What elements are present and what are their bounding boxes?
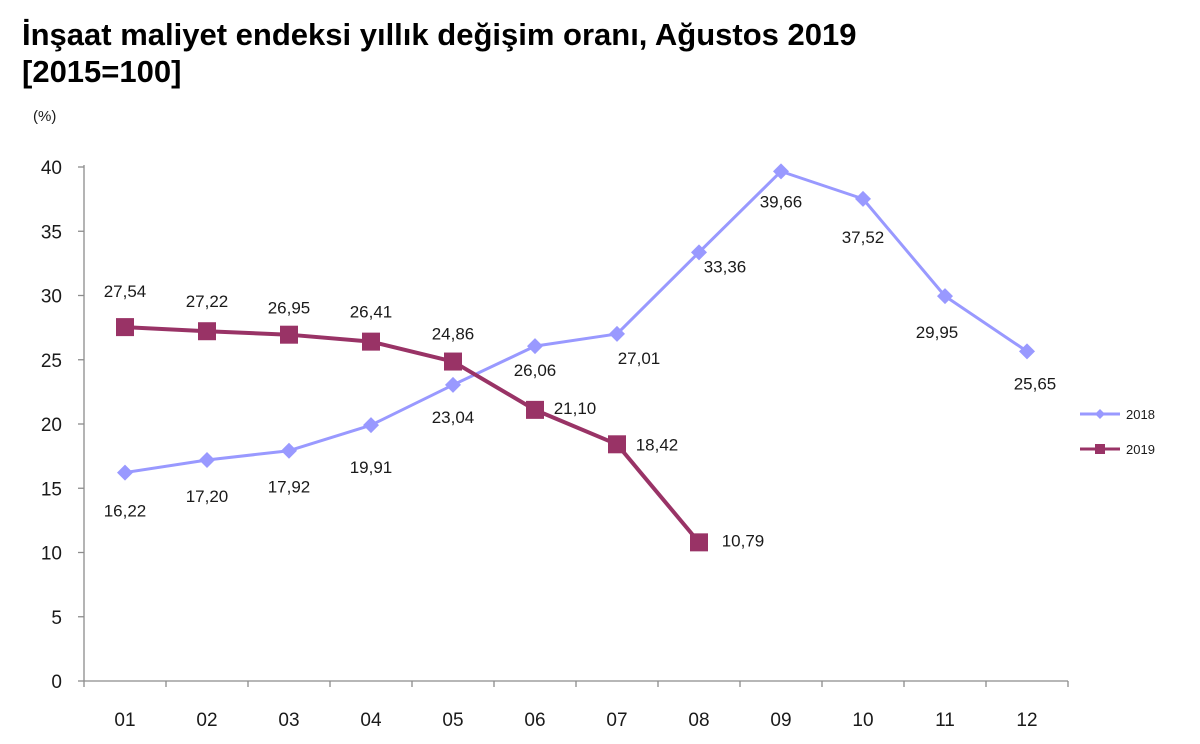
data-label-2019: 24,86 bbox=[432, 325, 475, 344]
data-point-2019 bbox=[362, 332, 380, 351]
data-label-2018: 26,06 bbox=[514, 361, 557, 380]
y-tick-label: 40 bbox=[41, 158, 62, 179]
data-label-2018: 17,92 bbox=[268, 478, 311, 497]
data-label-2018: 39,66 bbox=[760, 192, 803, 211]
data-point-2018 bbox=[527, 338, 543, 355]
y-tick-label: 20 bbox=[41, 415, 62, 436]
data-label-2018: 17,20 bbox=[186, 487, 229, 506]
y-tick-label: 0 bbox=[51, 672, 62, 693]
legend-label-2018: 2018 bbox=[1126, 407, 1155, 422]
data-point-2018 bbox=[691, 244, 707, 261]
data-label-2019: 26,41 bbox=[350, 303, 393, 322]
chart-title-line-2: [2015=100] bbox=[22, 54, 182, 89]
data-label-2018: 37,52 bbox=[842, 228, 885, 247]
x-tick-label: 08 bbox=[688, 710, 709, 731]
x-tick-label: 07 bbox=[606, 710, 627, 731]
x-tick-label: 09 bbox=[770, 710, 791, 731]
data-point-2019 bbox=[690, 533, 708, 552]
data-label-2018: 19,91 bbox=[350, 458, 393, 477]
legend-marker-2018 bbox=[1095, 409, 1105, 419]
x-tick-label: 12 bbox=[1016, 710, 1037, 731]
data-point-2019 bbox=[608, 435, 626, 454]
y-tick-label: 10 bbox=[41, 544, 62, 565]
data-point-2019 bbox=[198, 322, 216, 341]
data-point-2019 bbox=[444, 352, 462, 371]
data-label-2019: 21,10 bbox=[554, 399, 597, 418]
y-unit-label: (%) bbox=[33, 108, 56, 125]
data-label-2018: 29,95 bbox=[916, 323, 959, 342]
y-tick-label: 5 bbox=[51, 608, 62, 629]
data-point-2018 bbox=[773, 163, 789, 180]
data-point-2018 bbox=[445, 376, 461, 393]
x-tick-label: 11 bbox=[935, 710, 955, 731]
x-tick-label: 02 bbox=[196, 710, 217, 731]
data-label-2018: 25,65 bbox=[1014, 374, 1057, 393]
data-label-2018: 33,36 bbox=[704, 257, 747, 276]
x-tick-label: 06 bbox=[524, 710, 545, 731]
data-label-2019: 26,95 bbox=[268, 299, 311, 318]
data-point-2019 bbox=[116, 318, 134, 337]
data-label-2019: 27,54 bbox=[104, 282, 147, 301]
data-point-2018 bbox=[937, 288, 953, 305]
y-tick-label: 15 bbox=[41, 479, 62, 500]
chart-title: İnşaat maliyet endeksi yıllık değişim or… bbox=[22, 16, 856, 90]
series-line-2019 bbox=[124, 325, 701, 544]
y-tick-label: 25 bbox=[41, 351, 62, 372]
x-tick-label: 05 bbox=[442, 710, 463, 731]
data-point-2018 bbox=[281, 442, 297, 459]
data-label-2019: 10,79 bbox=[722, 531, 765, 550]
data-point-2018 bbox=[609, 325, 625, 342]
x-tick-label: 03 bbox=[278, 710, 299, 731]
legend-marker-2019 bbox=[1095, 444, 1105, 454]
data-label-2019: 27,22 bbox=[186, 292, 229, 311]
data-point-2018 bbox=[363, 417, 379, 434]
data-label-2018: 27,01 bbox=[618, 349, 661, 368]
data-label-2019: 18,42 bbox=[636, 435, 679, 454]
y-tick-label: 35 bbox=[41, 222, 62, 243]
legend-label-2019: 2019 bbox=[1126, 442, 1155, 457]
data-point-2018 bbox=[855, 190, 871, 207]
data-point-2019 bbox=[280, 325, 298, 344]
data-point-2018 bbox=[1019, 343, 1035, 360]
x-tick-label: 10 bbox=[852, 710, 873, 731]
x-tick-label: 04 bbox=[360, 710, 382, 731]
x-tick-label: 01 bbox=[114, 710, 135, 731]
data-point-2018 bbox=[199, 451, 215, 468]
chart-title-line-1: İnşaat maliyet endeksi yıllık değişim or… bbox=[22, 17, 857, 52]
data-point-2019 bbox=[526, 400, 544, 419]
data-point-2018 bbox=[117, 464, 133, 481]
y-tick-label: 30 bbox=[41, 287, 62, 308]
data-label-2018: 16,22 bbox=[104, 502, 147, 521]
data-label-2018: 23,04 bbox=[432, 408, 475, 427]
series-line-2018 bbox=[124, 169, 1028, 475]
